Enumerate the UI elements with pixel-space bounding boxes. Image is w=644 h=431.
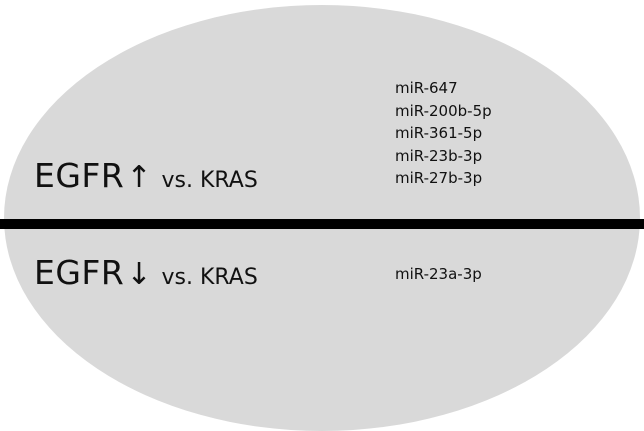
gene-name: EGFR — [34, 156, 125, 195]
egfr-down-vs-kras-label: EGFR ↓ vs. KRAS — [34, 253, 258, 292]
mirna-item: miR-647 — [395, 79, 458, 97]
down-arrow-icon: ↓ — [126, 257, 152, 292]
mirna-list-egfr-down: miR-23a-3p — [395, 263, 482, 286]
mirna-item: miR-23b-3p — [395, 146, 483, 165]
comparison-text: vs. KRAS — [161, 168, 258, 193]
mirna-item: miR-23a-3p — [395, 265, 482, 283]
gene-name: EGFR — [34, 253, 125, 292]
comparison-text: vs. KRAS — [161, 265, 258, 290]
mirna-item: miR-27b-3p — [395, 169, 483, 187]
mirna-item: miR-361-5p — [395, 124, 483, 142]
divider-line — [0, 219, 644, 229]
mirna-list-egfr-up: miR-647 miR-200b-5p miR-361-5p miR-23b-3… — [395, 77, 492, 190]
egfr-up-vs-kras-label: EGFR ↑ vs. KRAS — [34, 156, 258, 195]
mirna-item: miR-200b-5p — [395, 101, 492, 120]
up-arrow-icon: ↑ — [126, 160, 152, 195]
background-ellipse — [4, 5, 640, 431]
